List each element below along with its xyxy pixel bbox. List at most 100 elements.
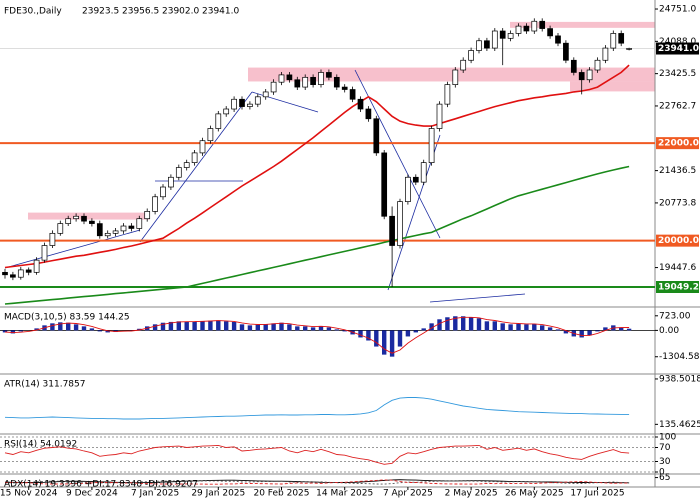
candle-body xyxy=(168,176,174,188)
y-tick-label: 20773.8 xyxy=(659,198,696,208)
histogram-bar xyxy=(484,321,490,331)
candle-body xyxy=(373,118,380,154)
histogram-bar xyxy=(34,328,39,331)
histogram-bar xyxy=(626,328,632,331)
y-tick-label: 21436.5 xyxy=(659,166,696,176)
histogram-bar xyxy=(437,319,442,331)
candle-body xyxy=(262,91,269,98)
histogram-bar xyxy=(540,325,545,331)
candle-body xyxy=(507,33,514,39)
histogram-bar xyxy=(445,317,450,331)
candle-body xyxy=(10,274,16,278)
histogram-bar xyxy=(239,324,245,331)
series-line xyxy=(4,480,630,485)
histogram-bar xyxy=(279,322,284,331)
histogram-bar xyxy=(89,328,95,331)
histogram-bar xyxy=(231,321,237,331)
histogram-bar xyxy=(603,327,608,331)
candle-body xyxy=(491,30,498,49)
histogram-bar xyxy=(287,324,292,331)
histogram-bar xyxy=(105,330,110,333)
candle-body xyxy=(128,225,135,229)
histogram-bar xyxy=(468,317,474,331)
y-tick-label: 938.5018 xyxy=(659,374,700,384)
y-tick-label: 135.4625 xyxy=(659,420,700,430)
y-tick-label: 30 xyxy=(659,457,671,467)
candle-body xyxy=(468,50,474,61)
y-tick-label: 19447.6 xyxy=(659,263,696,273)
histogram-bar xyxy=(595,330,600,332)
histogram-bar xyxy=(263,324,268,331)
zone xyxy=(510,21,655,28)
candle-body xyxy=(17,269,24,278)
histogram-bar xyxy=(326,327,332,331)
level-label-box xyxy=(656,234,699,247)
histogram-bar xyxy=(168,321,174,331)
candle-body xyxy=(460,59,467,71)
histogram-bar xyxy=(160,322,166,331)
candle-body xyxy=(341,86,348,90)
candle-body xyxy=(570,59,577,73)
histogram-bar xyxy=(10,330,16,334)
x-tick-label: 26 May 2025 xyxy=(505,489,564,499)
candle-body xyxy=(207,128,214,142)
candle-body xyxy=(349,89,356,100)
x-tick-label: 29 Jan 2025 xyxy=(191,489,245,499)
histogram-bar xyxy=(421,328,426,331)
histogram-bar xyxy=(18,330,23,332)
histogram-bar xyxy=(97,330,102,332)
candle-body xyxy=(96,223,103,237)
x-tick-label: 14 Mar 2025 xyxy=(316,489,373,499)
zone xyxy=(248,67,655,82)
histogram-bar xyxy=(176,321,181,331)
candle-body xyxy=(523,25,530,32)
header-value: 23941.0 xyxy=(202,7,239,17)
histogram-bar xyxy=(374,330,379,347)
histogram-bar xyxy=(508,324,513,331)
histogram-bar xyxy=(500,323,505,331)
candle-body xyxy=(333,76,340,88)
histogram-bar xyxy=(192,321,197,331)
histogram-bar xyxy=(255,324,260,331)
histogram-bar xyxy=(81,326,87,331)
candle-body xyxy=(539,20,546,29)
histogram-bar xyxy=(50,323,55,331)
panel-title: ATR(14) 311.7857 xyxy=(4,380,86,390)
candle-body xyxy=(199,140,206,154)
candle-body xyxy=(247,103,253,107)
histogram-bar xyxy=(397,330,403,347)
level-label-box xyxy=(656,137,699,150)
trend-line xyxy=(251,91,319,113)
series-line xyxy=(4,397,630,420)
candle-body xyxy=(326,72,332,78)
y-tick-label: 24751.0 xyxy=(659,5,696,15)
trend-line xyxy=(429,293,526,303)
histogram-bar xyxy=(73,324,79,331)
candle-body xyxy=(563,42,569,61)
series-line xyxy=(4,479,630,485)
candle-body xyxy=(104,232,111,237)
candle-body xyxy=(152,196,158,212)
candle-body xyxy=(618,33,625,44)
histogram-bar xyxy=(547,327,553,331)
histogram-bar xyxy=(303,326,308,331)
panel-title: MACD(3,10,5) 83.59 144.25 xyxy=(4,313,130,323)
histogram-bar xyxy=(366,330,371,341)
candle-body xyxy=(81,215,87,222)
histogram-bar xyxy=(587,330,592,336)
candle-body xyxy=(286,74,293,81)
histogram-bar xyxy=(334,329,339,331)
candle-body xyxy=(310,76,316,85)
histogram-bar xyxy=(429,323,434,331)
histogram-bar xyxy=(358,330,363,338)
candle-body xyxy=(365,108,372,120)
candle-body xyxy=(412,176,419,183)
histogram-bar xyxy=(271,323,276,331)
candle-body xyxy=(357,98,364,110)
candle-body xyxy=(531,20,538,32)
candle-body xyxy=(499,30,506,39)
candle-body xyxy=(389,215,395,246)
histogram-bar xyxy=(318,325,324,331)
candle-body xyxy=(136,218,143,229)
histogram-bar xyxy=(516,323,521,331)
